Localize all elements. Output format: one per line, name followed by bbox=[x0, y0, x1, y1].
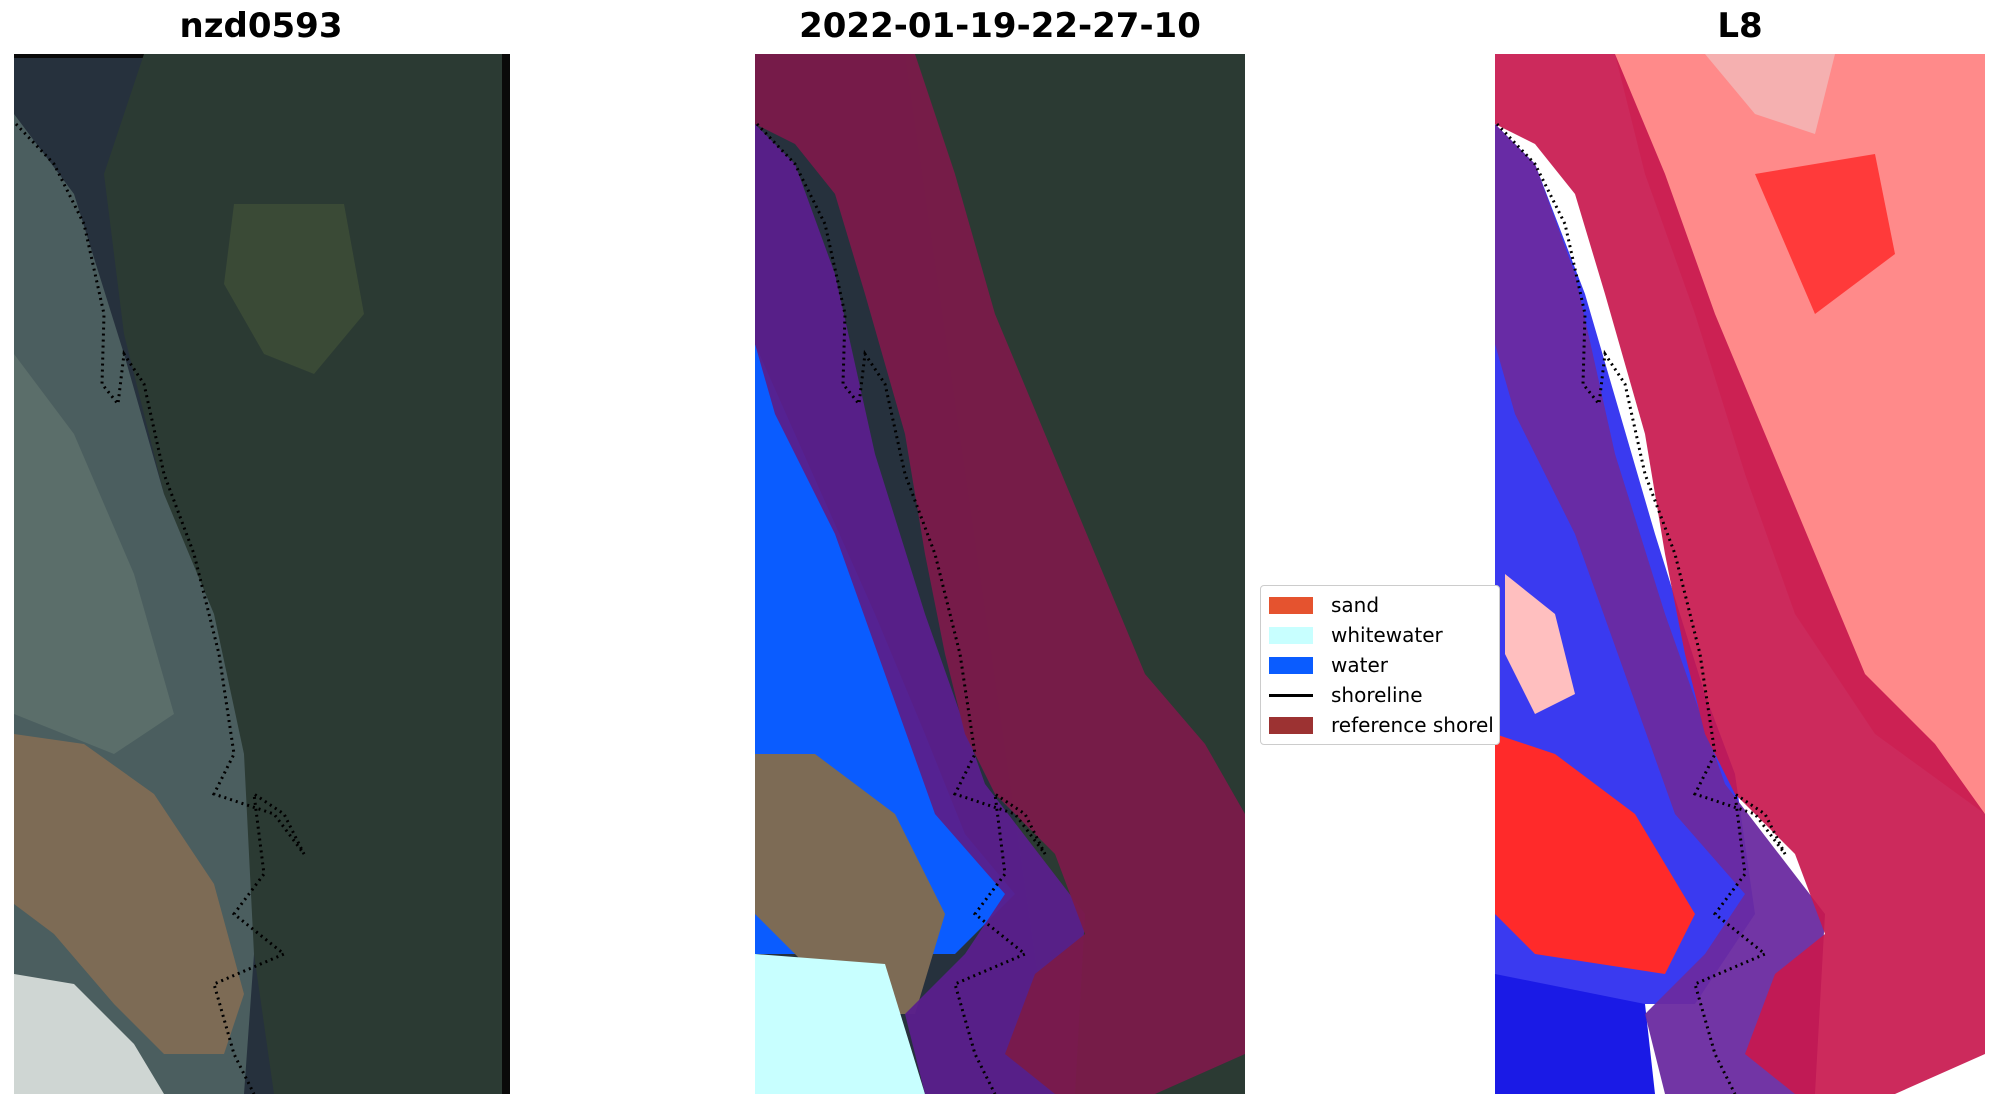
index-image-panel bbox=[1495, 54, 1985, 1094]
water-swatch bbox=[1269, 656, 1313, 674]
legend-item-whitewater: whitewater bbox=[1269, 623, 1443, 647]
sand-swatch bbox=[1269, 596, 1313, 614]
classified-image-panel bbox=[755, 54, 1245, 1094]
legend-item-shoreline: shoreline bbox=[1269, 683, 1423, 707]
legend-label-reference-shoreline: reference shorel bbox=[1331, 713, 1494, 737]
panel-title-center: 2022-01-19-22-27-10 bbox=[799, 6, 1201, 46]
legend-item-sand: sand bbox=[1269, 593, 1380, 617]
classified-image bbox=[755, 54, 1245, 1094]
legend-label-water: water bbox=[1331, 653, 1388, 677]
panel-title-left: nzd0593 bbox=[179, 6, 343, 46]
legend-label-whitewater: whitewater bbox=[1331, 623, 1443, 647]
legend-label-sand: sand bbox=[1331, 593, 1380, 617]
index-image bbox=[1495, 54, 1985, 1094]
rgb-image-panel bbox=[14, 54, 510, 1094]
panel-title-right: L8 bbox=[1717, 6, 1763, 46]
legend-label-shoreline: shoreline bbox=[1331, 683, 1423, 707]
legend: sand whitewater water shoreline referenc… bbox=[1260, 585, 1500, 745]
whitewater-swatch bbox=[1269, 626, 1313, 644]
reference-shoreline-swatch bbox=[1269, 716, 1313, 734]
legend-item-reference-shoreline: reference shorel bbox=[1269, 713, 1494, 737]
rgb-satellite-image bbox=[14, 54, 510, 1094]
legend-item-water: water bbox=[1269, 653, 1388, 677]
shoreline-line-swatch bbox=[1269, 693, 1313, 697]
